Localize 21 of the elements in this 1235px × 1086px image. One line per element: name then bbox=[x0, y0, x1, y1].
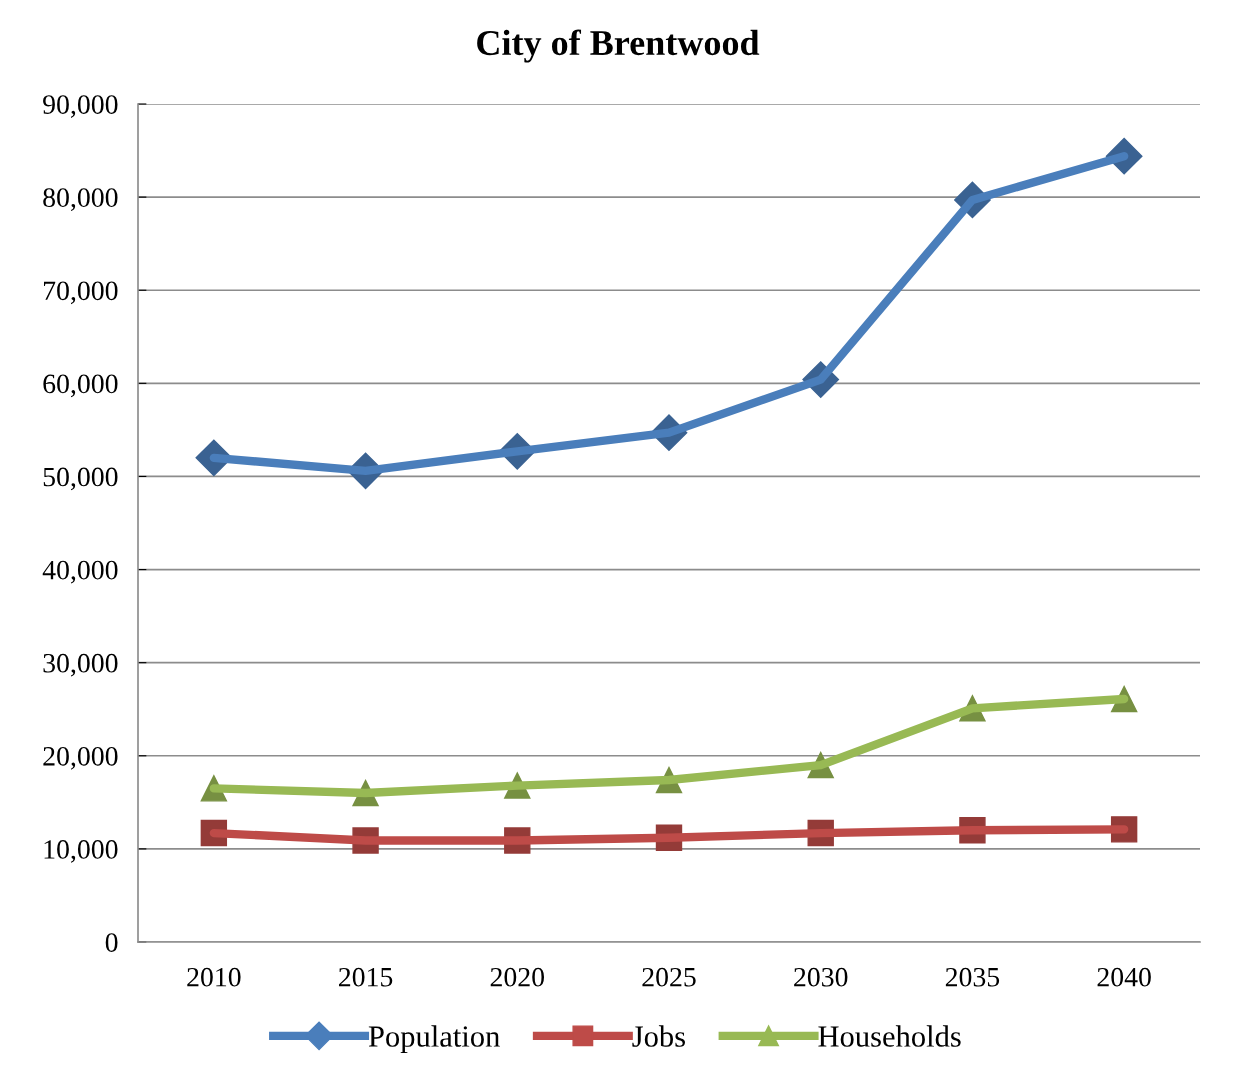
y-tick-label: 10,000 bbox=[44, 840, 118, 863]
legend-label: Population bbox=[368, 1025, 500, 1054]
x-tick-label: 2030 bbox=[794, 967, 848, 987]
y-tick-label: 20,000 bbox=[43, 746, 118, 770]
y-tick-label: 30,000 bbox=[43, 653, 118, 677]
y-tick-label: 0 bbox=[105, 933, 118, 952]
x-tick-label: 2015 bbox=[339, 967, 393, 987]
legend-label: Jobs bbox=[632, 1025, 685, 1047]
y-tick-label: 70,000 bbox=[44, 281, 118, 305]
x-tick-label: 2020 bbox=[490, 967, 544, 987]
y-tick-label: 40,000 bbox=[42, 560, 118, 584]
y-tick-label: 60,000 bbox=[43, 374, 118, 398]
x-tick-label: 2035 bbox=[945, 967, 1000, 987]
x-tick-label: 2010 bbox=[187, 967, 241, 987]
chart-title: City of Brentwood bbox=[477, 29, 760, 63]
y-tick-label: 90,000 bbox=[43, 95, 118, 118]
y-tick-label: 50,000 bbox=[43, 467, 118, 491]
x-tick-label: 2025 bbox=[642, 967, 696, 987]
legend-label: Households bbox=[818, 1025, 961, 1047]
y-tick-label: 80,000 bbox=[43, 188, 118, 212]
x-tick-label: 2040 bbox=[1097, 967, 1151, 987]
